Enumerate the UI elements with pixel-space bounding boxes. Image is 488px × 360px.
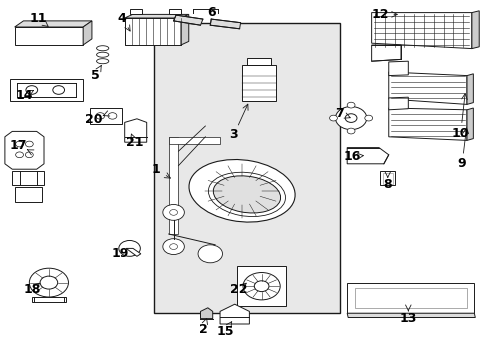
Polygon shape	[220, 304, 249, 324]
Circle shape	[163, 204, 184, 220]
Polygon shape	[354, 288, 466, 308]
Polygon shape	[388, 72, 466, 104]
Circle shape	[25, 152, 33, 158]
Polygon shape	[388, 61, 407, 76]
Circle shape	[254, 281, 268, 292]
Polygon shape	[466, 74, 472, 104]
Polygon shape	[32, 297, 66, 302]
Polygon shape	[346, 283, 473, 313]
Polygon shape	[181, 14, 188, 45]
Text: 9: 9	[457, 157, 466, 170]
Text: 10: 10	[451, 127, 468, 140]
Text: 6: 6	[206, 6, 215, 19]
Polygon shape	[237, 266, 285, 306]
Polygon shape	[200, 308, 212, 319]
Polygon shape	[124, 119, 146, 142]
Polygon shape	[129, 9, 142, 14]
Polygon shape	[346, 313, 474, 318]
Circle shape	[108, 113, 117, 119]
Text: 5: 5	[91, 69, 100, 82]
Polygon shape	[173, 15, 203, 25]
Polygon shape	[15, 27, 83, 45]
Circle shape	[163, 239, 184, 255]
Polygon shape	[382, 173, 392, 184]
Polygon shape	[371, 45, 400, 61]
Polygon shape	[124, 14, 188, 18]
Polygon shape	[210, 19, 240, 29]
Text: 14: 14	[16, 89, 33, 102]
Text: 18: 18	[23, 283, 41, 296]
Ellipse shape	[208, 172, 285, 217]
Polygon shape	[380, 171, 394, 185]
Circle shape	[169, 244, 177, 249]
Text: 21: 21	[125, 136, 143, 149]
Polygon shape	[246, 58, 271, 65]
Polygon shape	[5, 131, 44, 169]
Text: 22: 22	[229, 283, 247, 296]
Polygon shape	[90, 108, 122, 124]
Text: 8: 8	[383, 178, 391, 191]
Bar	[154, 23, 339, 313]
Circle shape	[16, 141, 23, 147]
Text: 19: 19	[111, 247, 128, 260]
Ellipse shape	[213, 176, 280, 213]
Polygon shape	[471, 11, 478, 49]
Text: 15: 15	[216, 325, 233, 338]
Text: 17: 17	[10, 139, 27, 152]
Polygon shape	[126, 248, 141, 256]
Circle shape	[346, 102, 354, 108]
Text: 3: 3	[229, 129, 238, 141]
Text: 2: 2	[198, 323, 207, 336]
Polygon shape	[242, 65, 276, 101]
Circle shape	[169, 210, 177, 215]
Polygon shape	[124, 18, 181, 45]
Circle shape	[26, 86, 38, 94]
Circle shape	[364, 115, 372, 121]
Polygon shape	[12, 171, 44, 185]
Circle shape	[243, 273, 280, 300]
Text: 1: 1	[151, 163, 160, 176]
Text: 16: 16	[343, 150, 360, 163]
Circle shape	[29, 268, 68, 297]
Polygon shape	[388, 97, 407, 110]
Polygon shape	[168, 137, 178, 234]
Circle shape	[25, 141, 33, 147]
Polygon shape	[168, 137, 220, 144]
Circle shape	[346, 128, 354, 134]
Polygon shape	[168, 9, 181, 14]
Circle shape	[222, 176, 261, 205]
Circle shape	[329, 115, 337, 121]
Polygon shape	[15, 187, 41, 202]
Text: 7: 7	[335, 107, 344, 120]
Circle shape	[96, 113, 104, 119]
Text: 12: 12	[371, 8, 388, 21]
Polygon shape	[346, 148, 388, 164]
Polygon shape	[10, 79, 83, 101]
Polygon shape	[371, 13, 471, 49]
Text: 11: 11	[29, 12, 47, 25]
Polygon shape	[15, 21, 92, 27]
Polygon shape	[83, 21, 92, 45]
Circle shape	[335, 107, 366, 130]
Circle shape	[53, 86, 64, 94]
Text: 20: 20	[85, 113, 102, 126]
Polygon shape	[388, 108, 466, 140]
Circle shape	[345, 114, 356, 122]
Circle shape	[198, 245, 222, 263]
Text: 13: 13	[399, 312, 416, 325]
Text: 4: 4	[118, 12, 126, 24]
Polygon shape	[466, 108, 472, 140]
Circle shape	[16, 152, 23, 158]
Circle shape	[119, 240, 140, 256]
Circle shape	[40, 276, 58, 289]
Ellipse shape	[188, 159, 295, 222]
